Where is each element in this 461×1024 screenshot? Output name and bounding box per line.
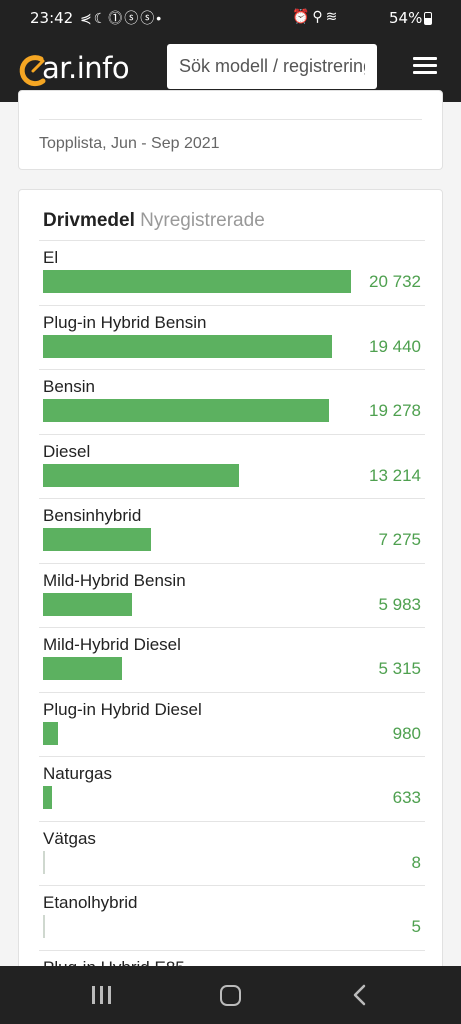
fuel-row-value: 5 315: [378, 659, 421, 679]
battery-percent: 54%: [389, 9, 422, 27]
card-title-main: Drivmedel: [43, 210, 135, 231]
divider: [39, 119, 422, 120]
back-icon[interactable]: [350, 983, 370, 1007]
fuel-row-bar: [43, 657, 122, 680]
system-icons: ⏰⚲≋: [292, 8, 340, 25]
fuel-row-label: Vätgas: [43, 829, 96, 849]
fuel-list: El 20 732 Plug-in Hybrid Bensin 19 440 Bensi…: [39, 240, 425, 1014]
fuel-row-bar: [43, 722, 58, 745]
toplist-card: Topplista, Jun - Sep 2021: [18, 90, 443, 170]
fuel-row-label: Mild-Hybrid Bensin: [43, 571, 186, 591]
fuel-row-bar: [43, 464, 239, 487]
fuel-row: Diesel 13 214: [39, 434, 425, 499]
fuel-row-bar: [43, 528, 151, 551]
notification-icons: ⋞☾⓵ⓢⓢ•: [80, 8, 163, 28]
fuel-row-value: 5 983: [378, 595, 421, 615]
fuel-type-card: Drivmedel Nyregistrerade El 20 732 Plug-in…: [18, 189, 443, 989]
fuel-row: Plug-in Hybrid Diesel 980: [39, 692, 425, 757]
fuel-row-value: 980: [393, 724, 421, 744]
period-label: Topplista, Jun - Sep 2021: [39, 135, 220, 153]
fuel-row-label: Diesel: [43, 442, 90, 462]
hamburger-icon[interactable]: [413, 57, 437, 75]
fuel-row: Plug-in Hybrid Bensin 19 440: [39, 305, 425, 370]
card-title-sub: Nyregistrerade: [140, 210, 265, 231]
navigation-bar: [0, 966, 461, 1024]
fuel-row-bar: [43, 335, 332, 358]
fuel-row-value: 7 275: [378, 530, 421, 550]
fuel-row: Mild-Hybrid Bensin 5 983: [39, 563, 425, 628]
fuel-row-bar: [43, 786, 52, 809]
fuel-row-value: 20 732: [369, 272, 421, 292]
fuel-row: Vätgas 8: [39, 821, 425, 886]
fuel-row-value: 633: [393, 788, 421, 808]
fuel-row-value: 19 278: [369, 401, 421, 421]
battery-icon: [424, 12, 432, 25]
card-title: Drivmedel Nyregistrerade: [43, 210, 265, 232]
fuel-row-label: Etanolhybrid: [43, 893, 138, 913]
fuel-row-bar: [43, 399, 329, 422]
status-time: 23:42: [30, 9, 73, 27]
fuel-row: Bensin 19 278: [39, 369, 425, 434]
recent-apps-icon[interactable]: [92, 986, 112, 1004]
fuel-row: Mild-Hybrid Diesel 5 315: [39, 627, 425, 692]
fuel-row-label: Plug-in Hybrid Diesel: [43, 700, 202, 720]
fuel-row-bar: [43, 915, 45, 938]
fuel-row-value: 19 440: [369, 337, 421, 357]
fuel-row-value: 8: [412, 853, 421, 873]
fuel-row-label: Bensin: [43, 377, 95, 397]
fuel-row-value: 13 214: [369, 466, 421, 486]
fuel-row: El 20 732: [39, 240, 425, 305]
status-bar: 23:42 ⋞☾⓵ⓢⓢ• ⏰⚲≋ 54%: [0, 0, 461, 36]
fuel-row: Etanolhybrid 5: [39, 885, 425, 950]
home-icon[interactable]: [220, 985, 241, 1006]
fuel-row-bar: [43, 593, 132, 616]
fuel-row-bar: [43, 270, 351, 293]
fuel-row: Bensinhybrid 7 275: [39, 498, 425, 563]
fuel-row-label: Bensinhybrid: [43, 506, 141, 526]
fuel-row-label: El: [43, 248, 58, 268]
fuel-row-bar: [43, 851, 45, 874]
logo-text[interactable]: ar.info: [42, 51, 129, 85]
fuel-row: Naturgas 633: [39, 756, 425, 821]
fuel-row-label: Mild-Hybrid Diesel: [43, 635, 181, 655]
search-input[interactable]: [167, 44, 377, 89]
fuel-row-label: Naturgas: [43, 764, 112, 784]
fuel-row-label: Plug-in Hybrid Bensin: [43, 313, 206, 333]
fuel-row-value: 5: [412, 917, 421, 937]
